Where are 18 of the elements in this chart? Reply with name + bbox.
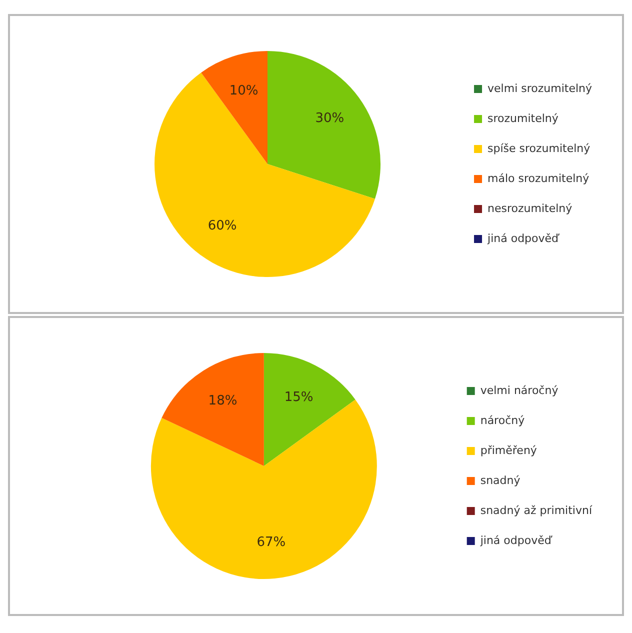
legend-label: srozumitelný	[488, 112, 559, 125]
legend-label: spíše srozumitelný	[488, 142, 591, 155]
legend-label: náročný	[480, 414, 526, 427]
legend-label: málo srozumitelný	[488, 172, 590, 185]
data-label: 15%	[284, 390, 314, 405]
legend-label: přiměřený	[480, 444, 538, 457]
data-label: 10%	[229, 83, 258, 98]
data-label: 18%	[208, 393, 238, 408]
legend-label: nesrozumitelný	[488, 202, 573, 215]
data-label: 30%	[315, 111, 344, 126]
data-label: 67%	[256, 534, 286, 550]
legend-label: jiná odpověď	[479, 534, 554, 547]
data-label: 60%	[208, 218, 237, 234]
legend-label: snadný až primitivní	[480, 504, 593, 517]
legend-label: jiná odpověď	[486, 232, 561, 245]
legend-label: snadný	[480, 474, 521, 487]
legend-label: velmi srozumitelný	[488, 82, 592, 95]
legend-label: velmi náročný	[480, 384, 559, 397]
